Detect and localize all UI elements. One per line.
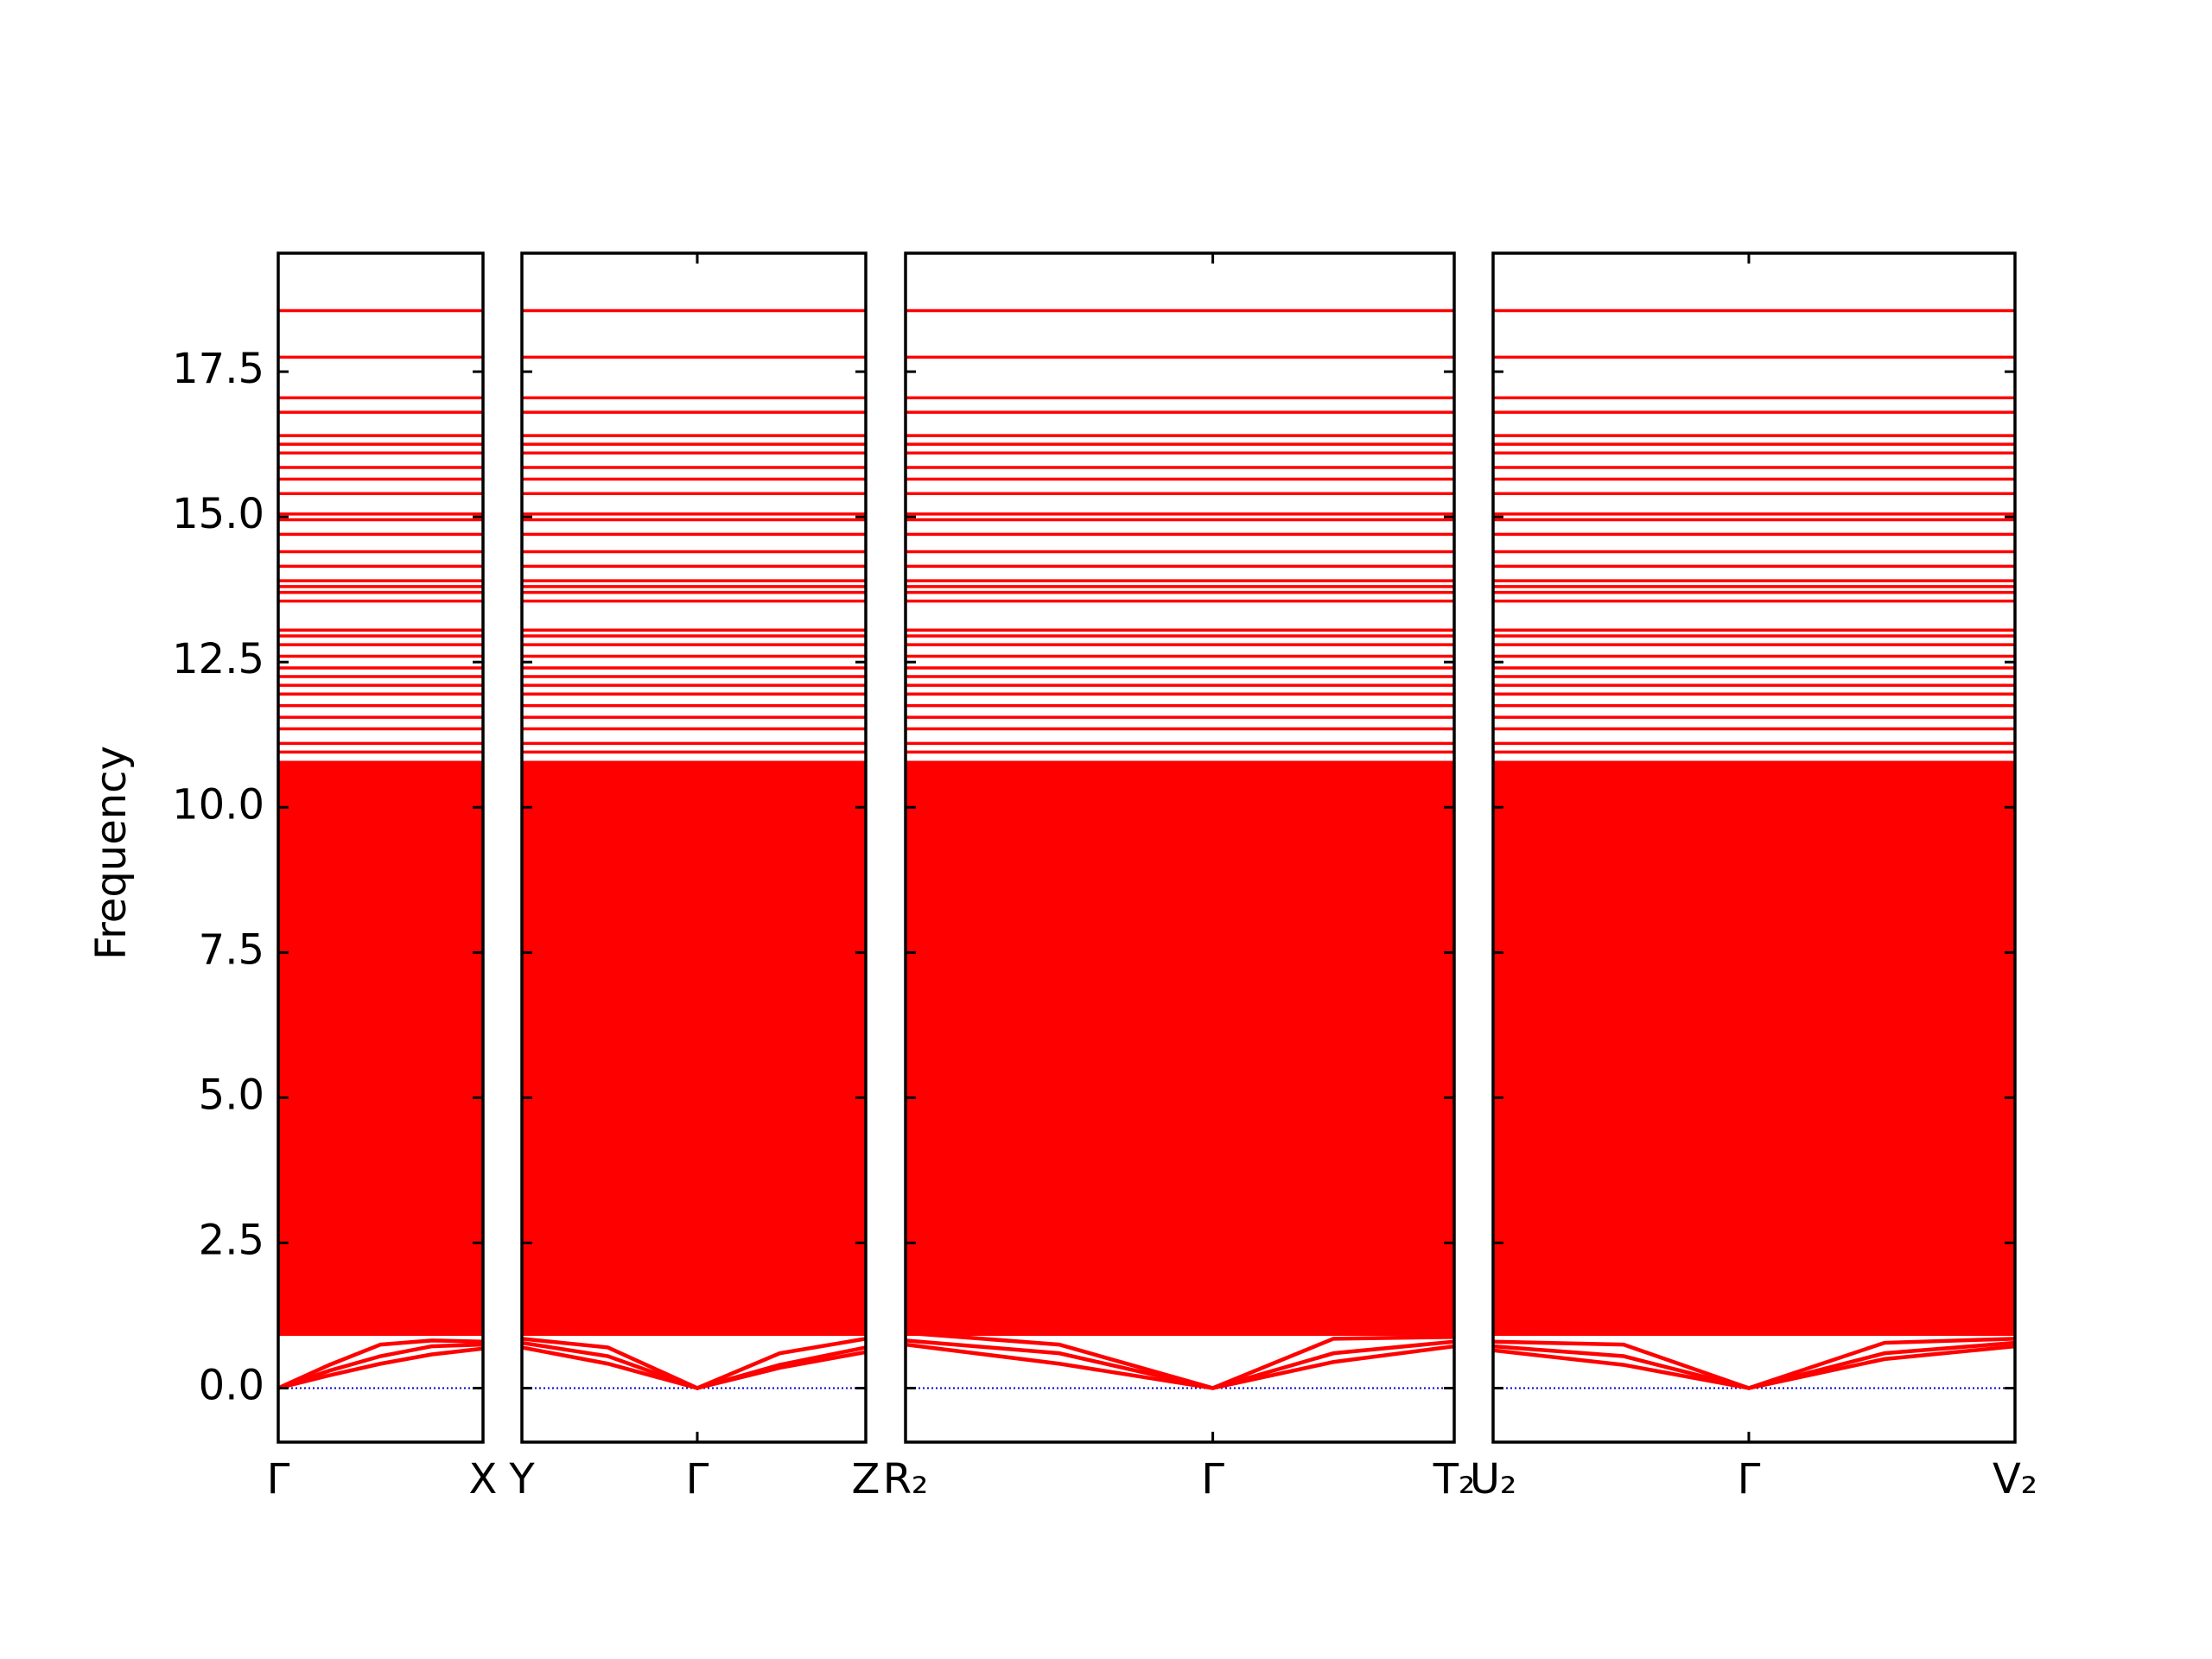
band-branch: [906, 1331, 1454, 1390]
x-tick-label: R₂: [883, 1455, 929, 1503]
y-tick-label: 7.5: [199, 925, 264, 974]
panel: [1493, 308, 2015, 1390]
x-tick-label: Γ: [686, 1455, 709, 1503]
band-branch: [278, 1342, 483, 1390]
y-tick-label: 2.5: [199, 1216, 264, 1264]
x-tick-label: Y: [508, 1455, 535, 1503]
dense-band-region: [278, 760, 483, 1336]
x-tick-label: Z: [852, 1455, 880, 1503]
panel-frame: [1491, 251, 2017, 1444]
x-tick-label: Γ: [267, 1455, 290, 1503]
x-tick-label: T₂: [1433, 1455, 1476, 1503]
band-branch: [278, 1338, 483, 1390]
panel-frame: [520, 251, 868, 1444]
band-branch: [1493, 1337, 2015, 1390]
panel-frame: [276, 251, 485, 1444]
dense-band-region: [906, 760, 1454, 1336]
y-tick-label: 17.5: [172, 345, 264, 393]
x-tick-label: Γ: [1738, 1455, 1761, 1503]
x-tick-label: Γ: [1201, 1455, 1224, 1503]
band-branch: [278, 1346, 483, 1390]
y-tick-label: 5.0: [199, 1071, 264, 1119]
panel: [906, 308, 1454, 1390]
y-tick-label: 12.5: [172, 635, 264, 683]
y-tick-label: 10.0: [172, 780, 264, 829]
dense-band-region: [1493, 760, 2015, 1336]
y-axis-label: Frequency: [87, 746, 136, 960]
panel-frame: [904, 251, 1456, 1444]
y-tick-label: 15.0: [172, 490, 264, 538]
x-tick-label: U₂: [1470, 1455, 1516, 1503]
x-tick-label: X: [469, 1455, 498, 1503]
panel: [278, 308, 483, 1390]
y-tick-label: 0.0: [199, 1361, 264, 1409]
x-tick-label: V₂: [1993, 1455, 2037, 1503]
panel: [522, 308, 866, 1390]
dense-band-region: [522, 760, 866, 1336]
band-branch: [522, 1337, 866, 1390]
